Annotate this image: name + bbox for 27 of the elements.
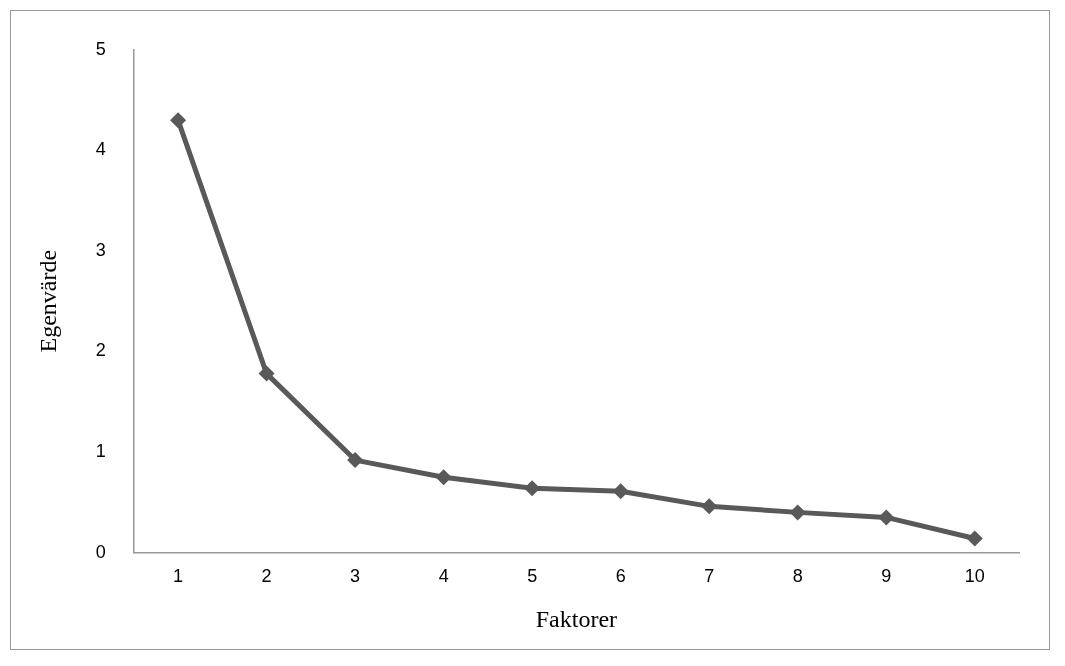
point — [701, 498, 718, 515]
x-tick-label: 4 — [438, 566, 449, 587]
x-tick-label: 9 — [881, 566, 892, 587]
y-tick-label: 3 — [95, 239, 106, 260]
point — [966, 530, 983, 547]
y-axis-title: Egenvärde — [34, 249, 61, 353]
point — [258, 365, 275, 382]
y-tick-label: 5 — [95, 38, 106, 59]
point — [170, 112, 187, 129]
x-tick-label: 7 — [704, 566, 715, 587]
x-axis-title: Faktorer — [535, 605, 618, 632]
y-tick-label: 2 — [95, 340, 106, 361]
y-tick-label: 1 — [95, 441, 106, 462]
x-tick-label: 3 — [350, 566, 361, 587]
x-tick-label: 1 — [173, 566, 184, 587]
y-tick-label: 0 — [95, 541, 106, 562]
y-tick-label: 4 — [95, 139, 106, 160]
x-tick-label: 6 — [615, 566, 626, 587]
point — [789, 504, 806, 521]
x-tick-label: 10 — [964, 566, 985, 587]
x-tick-label: 5 — [527, 566, 538, 587]
point — [612, 483, 629, 500]
point — [878, 509, 895, 526]
x-tick-label: 8 — [792, 566, 803, 587]
x-tick-label: 2 — [261, 566, 272, 587]
point — [347, 452, 364, 469]
point — [435, 469, 452, 486]
